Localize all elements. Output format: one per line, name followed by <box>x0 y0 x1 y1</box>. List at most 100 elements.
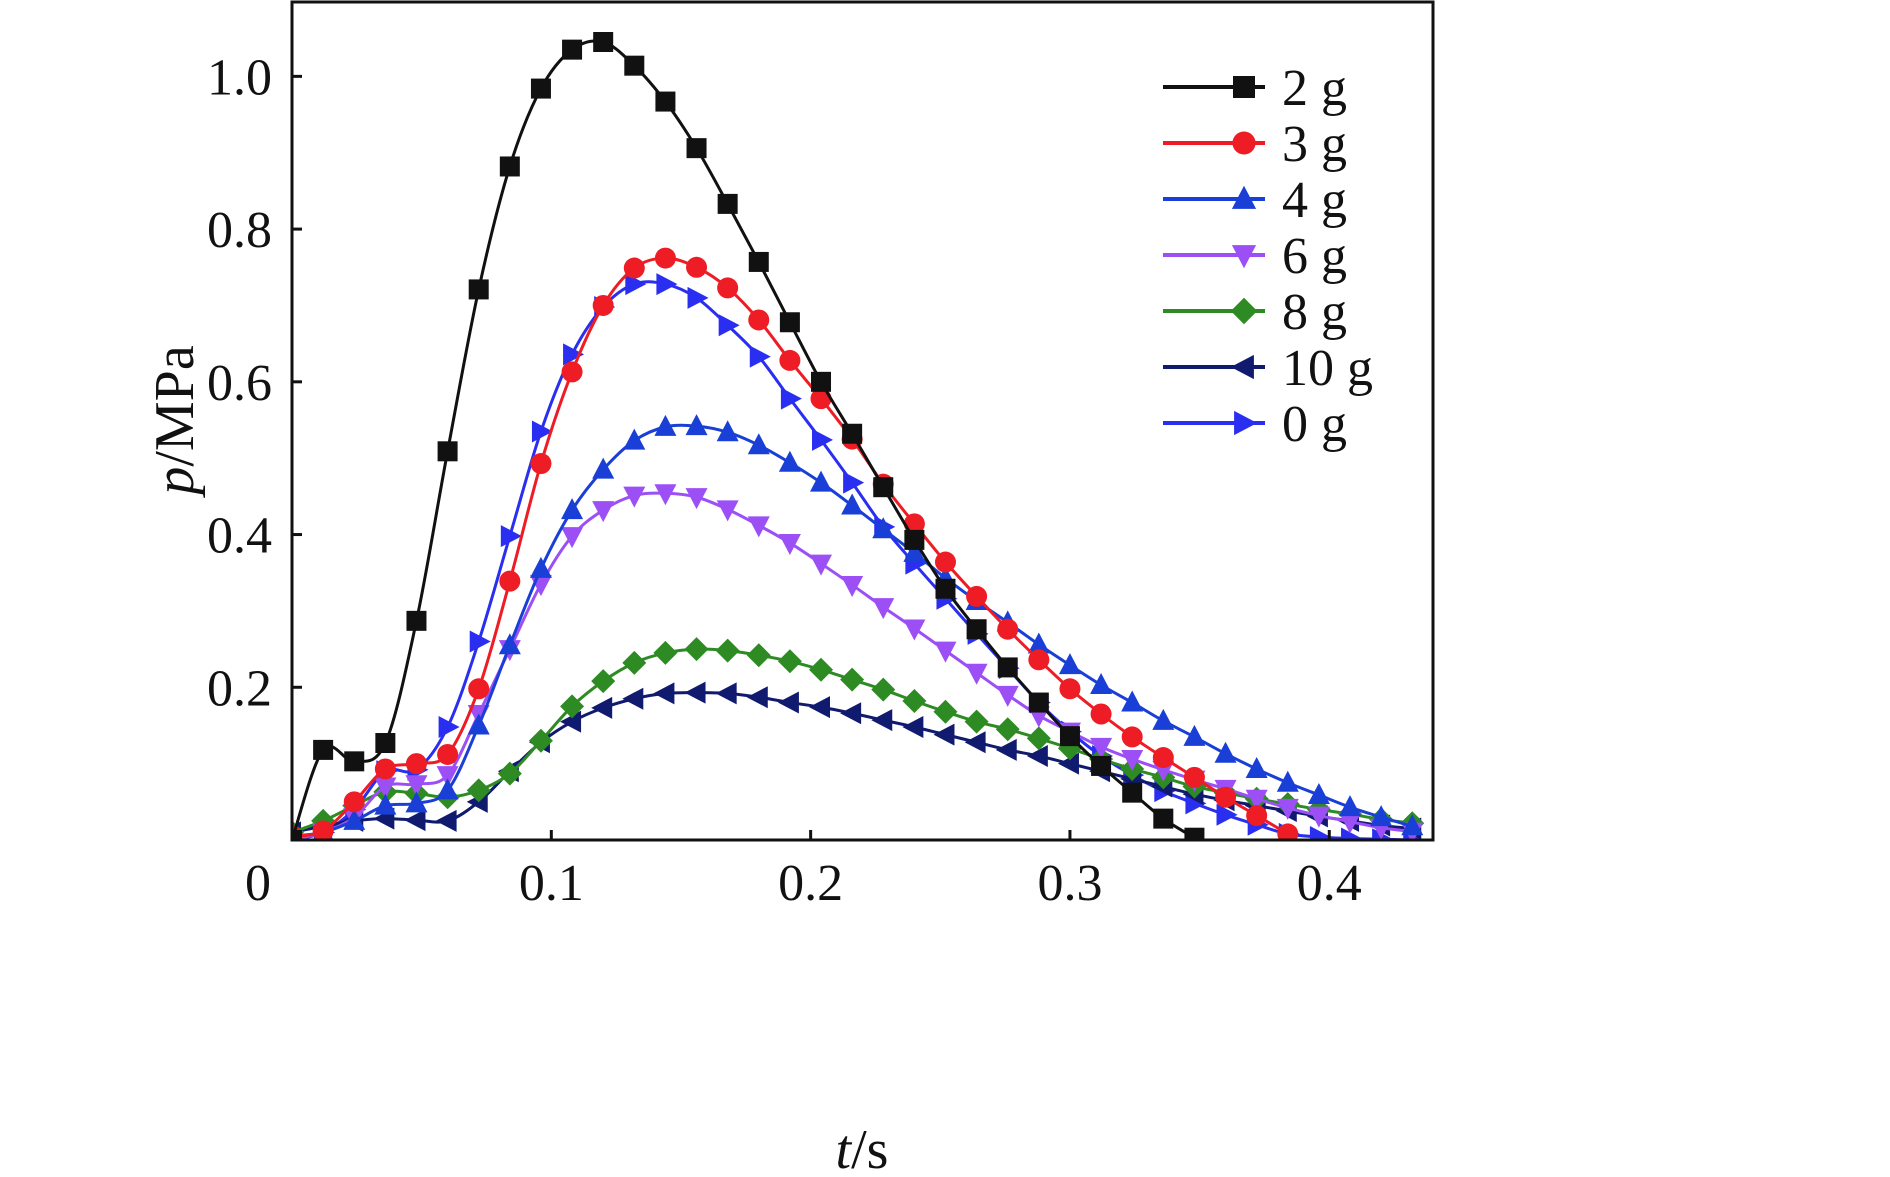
data-point <box>686 256 708 278</box>
data-point <box>685 488 708 510</box>
data-point <box>778 533 801 555</box>
legend-item: 3 g <box>1163 116 1347 173</box>
data-point <box>1026 726 1051 751</box>
data-point <box>531 420 553 443</box>
data-point <box>1307 782 1330 804</box>
data-point <box>777 691 799 714</box>
data-point <box>1121 726 1143 748</box>
data-point <box>468 678 490 700</box>
data-point <box>964 731 986 754</box>
data-point <box>529 556 552 578</box>
data-point <box>746 643 771 668</box>
data-point <box>716 500 739 522</box>
data-point <box>748 309 770 331</box>
legend-marker <box>1233 76 1255 98</box>
data-point <box>499 156 520 177</box>
data-point <box>1027 632 1050 654</box>
data-point <box>1091 755 1112 776</box>
data-point <box>622 687 644 710</box>
data-point <box>841 493 864 515</box>
data-point <box>497 761 522 786</box>
data-point <box>563 343 585 366</box>
x-tick-label: 0.3 <box>1037 855 1102 912</box>
y-axis-label: p/MPa <box>144 345 206 498</box>
data-point <box>437 441 458 462</box>
data-point <box>592 457 615 479</box>
legend-item: 8 g <box>1163 284 1347 341</box>
data-point <box>1309 825 1331 840</box>
data-point <box>623 257 645 279</box>
data-point <box>1339 812 1362 834</box>
data-point <box>343 791 365 813</box>
data-point <box>530 78 551 99</box>
x-tick-label: 0.1 <box>519 855 584 912</box>
data-point <box>777 649 802 674</box>
plot-area-frame <box>290 0 1435 842</box>
x-tick-label: 0.2 <box>778 855 843 912</box>
data-point <box>1058 653 1081 675</box>
data-point <box>1090 672 1113 694</box>
x-axis-label: t/s <box>836 1119 889 1177</box>
legend-label: 2 g <box>1282 60 1347 117</box>
data-point <box>528 728 553 753</box>
data-point <box>562 39 583 60</box>
data-point <box>746 686 768 709</box>
y-tick-label: 0.8 <box>207 202 272 259</box>
data-point <box>810 554 833 576</box>
y-tick-label: 0.6 <box>207 355 272 412</box>
data-point <box>966 585 988 607</box>
data-point <box>843 471 865 494</box>
data-point <box>1401 814 1424 836</box>
data-point <box>344 751 365 772</box>
axis-ticks: 0.1 0.2 0.3 0.4 0.2 0.4 0.6 0.8 1.0 <box>207 49 1362 912</box>
data-point <box>1057 752 1079 775</box>
series-layer <box>292 32 1425 840</box>
data-point <box>1090 703 1112 725</box>
data-point <box>405 753 427 775</box>
data-point <box>872 598 895 620</box>
data-point <box>965 663 988 685</box>
data-point <box>1215 786 1237 808</box>
data-point <box>1028 649 1050 671</box>
data-point <box>468 279 489 300</box>
data-point <box>405 775 428 797</box>
data-point <box>748 251 769 272</box>
data-point <box>1121 690 1144 712</box>
data-point <box>656 273 678 296</box>
data-point <box>654 414 677 436</box>
data-point <box>405 791 428 813</box>
data-point <box>1152 747 1174 769</box>
data-point <box>871 677 896 702</box>
data-point <box>404 809 426 832</box>
data-point <box>1122 782 1143 803</box>
data-point <box>995 717 1020 742</box>
y-tick-label: 1.0 <box>207 49 272 106</box>
data-point <box>1153 808 1174 829</box>
data-point <box>1121 750 1144 772</box>
legend-marker <box>1234 410 1258 436</box>
data-point <box>592 294 614 316</box>
data-point <box>903 619 926 641</box>
data-point <box>469 630 491 653</box>
data-point <box>591 669 616 694</box>
legend-marker <box>1231 245 1257 269</box>
data-point <box>840 667 865 692</box>
data-point <box>1245 789 1268 811</box>
legend-marker <box>1232 131 1256 155</box>
data-point <box>374 793 397 815</box>
data-point <box>1339 795 1362 817</box>
data-point <box>622 650 647 675</box>
data-point <box>1341 827 1363 840</box>
data-point <box>1183 724 1206 746</box>
data-point <box>811 371 832 392</box>
data-point <box>749 345 771 368</box>
y-axis-variable: p <box>144 467 206 499</box>
data-point <box>498 633 521 655</box>
data-point <box>779 312 800 333</box>
series-line <box>292 256 1289 838</box>
data-point <box>684 681 706 704</box>
data-point <box>623 486 646 508</box>
data-point <box>933 699 958 724</box>
data-point <box>1152 708 1175 730</box>
data-point <box>747 516 770 538</box>
